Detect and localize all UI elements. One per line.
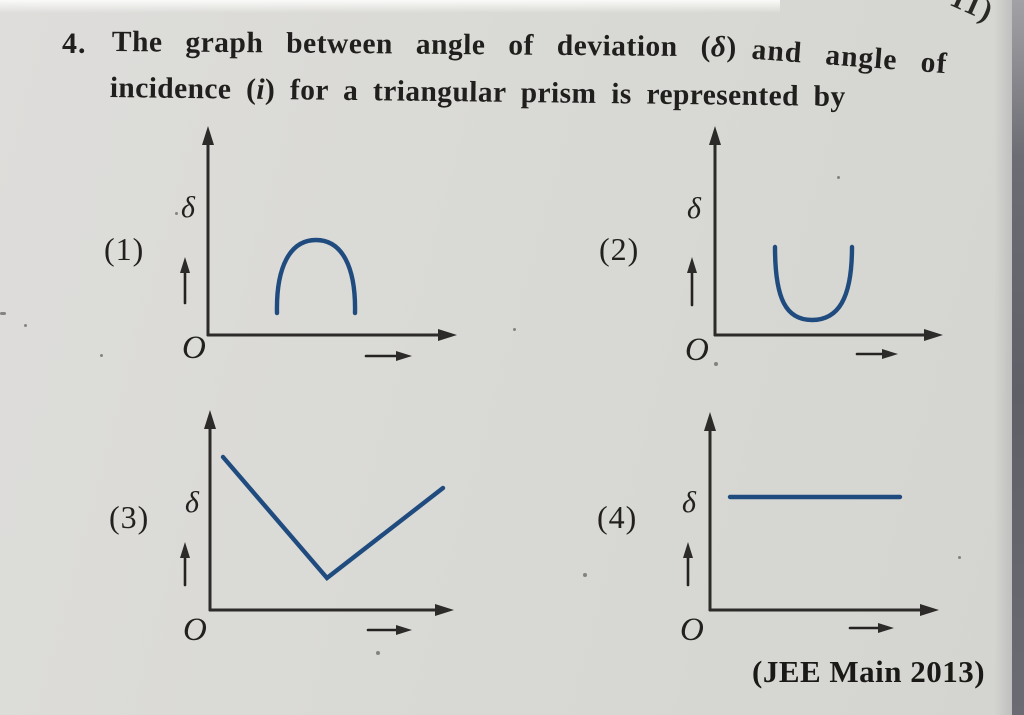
option-4-graph: δ O xyxy=(680,412,939,648)
scan-speck xyxy=(0,312,6,315)
question-line2-text: incidence ( xyxy=(109,72,257,106)
option-4-label: (4) xyxy=(597,499,638,535)
option-3-label: (3) xyxy=(109,499,150,535)
deviation-curve xyxy=(220,454,446,582)
scan-speck xyxy=(175,212,178,215)
up-arrow-head-icon xyxy=(683,542,693,558)
question-line1-tail: and angle of xyxy=(750,33,949,81)
option-2-graph: δ O xyxy=(685,126,943,368)
question-line-1: The graph between angle of deviation (δ)… xyxy=(111,26,949,80)
y-axis-arrow-icon xyxy=(704,412,716,431)
right-arrow-head-icon xyxy=(396,625,412,635)
origin-label: O xyxy=(685,332,709,368)
y-axis-label: δ xyxy=(181,191,196,224)
page-edge-band xyxy=(1012,0,1024,715)
origin-label: O xyxy=(183,612,207,648)
x-axis-arrow-icon xyxy=(435,604,454,616)
y-axis-label: δ xyxy=(185,486,200,519)
question-line-2: incidence (i) for a triangular prism is … xyxy=(110,72,846,114)
origin-label: O xyxy=(182,330,206,366)
right-arrow-head-icon xyxy=(878,623,894,633)
scan-speck xyxy=(100,354,103,357)
origin-label: O xyxy=(680,612,704,648)
right-arrow-head-icon xyxy=(882,349,898,359)
x-axis-arrow-icon xyxy=(924,329,943,341)
question-line1-text: The graph between angle of deviation ( xyxy=(111,26,712,64)
question-line1-close: ) xyxy=(726,31,737,64)
y-axis-label: δ xyxy=(682,486,697,519)
x-axis-arrow-icon xyxy=(920,604,939,616)
deviation-curve xyxy=(274,237,358,316)
scan-speck xyxy=(376,651,380,655)
delta-symbol: δ xyxy=(710,31,727,64)
option-2-label: (2) xyxy=(599,231,640,267)
scan-speck xyxy=(24,324,27,327)
y-axis-arrow-icon xyxy=(202,126,214,145)
right-arrow-head-icon xyxy=(396,351,412,361)
scan-speck xyxy=(958,556,961,559)
up-arrow-head-icon xyxy=(687,257,697,273)
question-number: 4. xyxy=(62,27,87,60)
scan-speck xyxy=(513,328,516,331)
y-axis-label: δ xyxy=(687,192,702,225)
y-axis-arrow-icon xyxy=(204,410,216,429)
option-1-graph: δ O xyxy=(180,126,457,366)
scan-top-glare xyxy=(0,0,780,13)
scan-speck xyxy=(714,362,718,366)
deviation-curve xyxy=(772,244,855,323)
option-3-graph: δ O xyxy=(180,410,454,648)
up-arrow-head-icon xyxy=(180,257,190,273)
cropped-text-fragment: 11) xyxy=(945,0,1000,29)
source-attribution: (JEE Main 2013) xyxy=(752,654,986,689)
option-1-label: (1) xyxy=(104,231,145,267)
up-arrow-head-icon xyxy=(180,542,190,558)
x-axis-arrow-icon xyxy=(438,329,457,341)
question-line2-rest: ) for a triangular prism is represented … xyxy=(264,73,846,113)
y-axis-arrow-icon xyxy=(709,126,721,145)
scan-speck xyxy=(583,573,587,577)
scan-speck xyxy=(837,176,840,179)
